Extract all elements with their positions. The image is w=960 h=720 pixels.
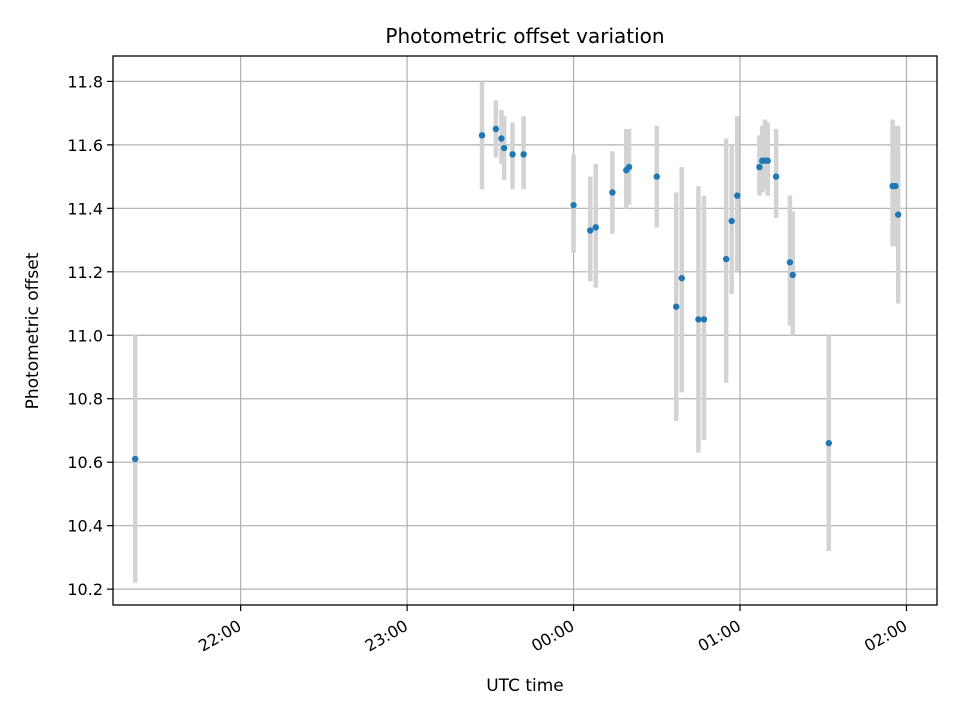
data-point	[892, 182, 899, 190]
y-tick-label: 10.2	[67, 580, 103, 599]
data-point	[695, 316, 702, 323]
y-axis-title: Photometric offset	[23, 252, 43, 409]
data-point	[509, 151, 516, 158]
y-tick-label: 11.0	[67, 326, 103, 345]
data-point	[764, 157, 771, 164]
data-point	[498, 135, 505, 142]
y-tick-label: 11.2	[67, 263, 103, 282]
data-point	[789, 271, 796, 279]
data-point	[653, 173, 660, 180]
y-tick-label: 11.8	[67, 72, 103, 91]
data-points	[131, 125, 902, 463]
data-point	[131, 455, 139, 463]
data-point	[722, 255, 730, 263]
data-point	[894, 211, 902, 218]
data-point	[786, 259, 794, 266]
data-point	[728, 217, 735, 225]
y-tick-label: 10.8	[67, 390, 103, 409]
data-point	[592, 224, 599, 231]
data-point	[772, 173, 780, 180]
y-tick-label: 10.6	[67, 453, 103, 472]
data-point	[678, 274, 685, 282]
y-tick-label: 11.4	[67, 199, 103, 218]
y-axis: 10.2 10.4 10.6 10.8 11.0 11.2 11.4 11.6 11.8	[67, 72, 113, 599]
plot-frame	[112, 55, 938, 606]
data-point	[520, 151, 527, 158]
data-point	[673, 303, 680, 310]
y-tick-label: 11.6	[67, 136, 103, 155]
data-point	[625, 163, 633, 171]
chart-title: Photometric offset variation	[385, 24, 664, 48]
data-point	[570, 201, 577, 209]
y-tick-label: 10.4	[67, 517, 103, 536]
data-point	[478, 132, 486, 139]
data-point	[734, 192, 741, 199]
data-point	[756, 163, 763, 171]
data-point	[609, 189, 616, 196]
data-point	[500, 144, 508, 152]
data-point	[586, 227, 594, 234]
grid	[113, 56, 937, 605]
x-axis-title: UTC time	[486, 676, 564, 696]
data-point	[492, 125, 500, 133]
data-point	[700, 316, 708, 323]
data-point	[825, 439, 832, 447]
